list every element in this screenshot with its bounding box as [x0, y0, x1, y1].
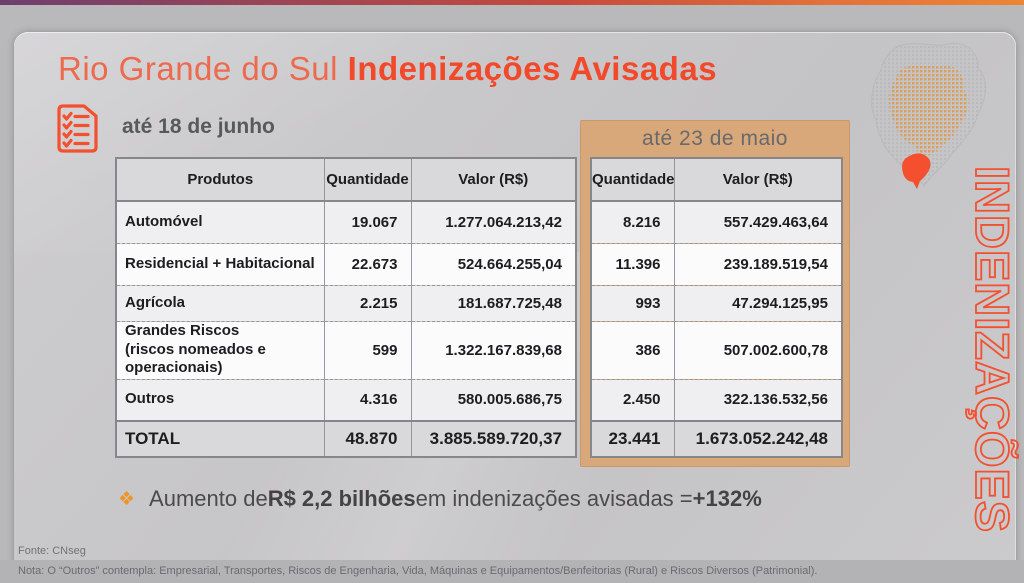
increase-callout: ❖ Aumento de R$ 2,2 bilhões em indenizaçõ… [118, 486, 762, 512]
qtd-cell: 19.067 [323, 200, 412, 244]
produto-cell: Automóvel [115, 200, 325, 244]
total-qtd-cell: 48.870 [323, 420, 412, 458]
side-vertical-label: INDENIZAÇÕES [965, 165, 1020, 534]
valor-cell: 47.294.125,95 [673, 284, 843, 322]
produto-line2: (riscos nomeados e operacionais) [125, 340, 266, 377]
table-row: 11.396 239.189.519,54 [590, 242, 843, 286]
col-valor: Valor (R$) [410, 157, 577, 202]
table-total-row: 23.441 1.673.052.242,48 [590, 420, 843, 458]
top-gradient-bar [0, 0, 1024, 5]
qtd-cell: 8.216 [590, 200, 675, 244]
table-row: 386 507.002.600,78 [590, 320, 843, 380]
diamond-bullet-icon: ❖ [118, 488, 136, 510]
callout-percent: +132% [692, 486, 762, 511]
valor-cell: 507.002.600,78 [673, 320, 843, 380]
checklist-icon-graphic [57, 104, 98, 153]
total-valor-cell: 3.885.589.720,37 [410, 420, 577, 458]
table-row: Automóvel 19.067 1.277.064.213,42 [115, 200, 577, 244]
table-row: Residencial + Habitacional 22.673 524.66… [115, 242, 577, 286]
valor-cell: 524.664.255,04 [410, 242, 577, 286]
table-row: Agrícola 2.215 181.687.725,48 [115, 284, 577, 322]
source-text: Fonte: CNseg [18, 545, 86, 557]
brazil-map-graphic [871, 42, 986, 189]
qtd-cell: 2.215 [323, 284, 412, 322]
produto-cell: Agrícola [115, 284, 325, 322]
highlight-box-maio: até 23 de maio Quantidade Valor (R$) 8.2… [580, 120, 850, 467]
table-total-row: TOTAL 48.870 3.885.589.720,37 [115, 420, 577, 458]
valor-cell: 1.277.064.213,42 [410, 200, 577, 244]
produto-cell: Residencial + Habitacional [115, 242, 325, 286]
table-row: 993 47.294.125,95 [590, 284, 843, 322]
col-valor-maio: Valor (R$) [673, 157, 843, 202]
produto-cell: Outros [115, 378, 325, 422]
table-row: 2.450 322.136.532,56 [590, 378, 843, 422]
valor-cell: 1.322.167.839,68 [410, 320, 577, 380]
footnote-text: Nota: O “Outros” contempla: Empresarial,… [18, 565, 818, 577]
col-quantidade-maio: Quantidade [590, 157, 675, 202]
qtd-cell: 11.396 [590, 242, 675, 286]
table-row: Outros 4.316 580.005.686,75 [115, 378, 577, 422]
qtd-cell: 2.450 [590, 378, 675, 422]
col-quantidade: Quantidade [323, 157, 412, 202]
footer-band: Nota: O “Outros” contempla: Empresarial,… [0, 560, 1024, 583]
table-header-row: Quantidade Valor (R$) [590, 157, 843, 202]
checklist-document-icon [52, 103, 100, 153]
table-header-row: Produtos Quantidade Valor (R$) [115, 157, 577, 202]
table-row: 8.216 557.429.463,64 [590, 200, 843, 244]
qtd-cell: 22.673 [323, 242, 412, 286]
map-country-outline [871, 42, 986, 187]
produto-cell: Grandes Riscos (riscos nomeados e operaci… [115, 320, 325, 380]
col-produtos: Produtos [115, 157, 325, 202]
claims-table-junho: Produtos Quantidade Valor (R$) Automóvel… [115, 157, 577, 458]
period-label-junho: até 18 de junho [122, 115, 275, 138]
callout-prefix: Aumento de [149, 486, 268, 511]
page-title: Rio Grande do Sul Indenizações Avisadas [58, 50, 717, 88]
period-label-maio: até 23 de maio [642, 127, 788, 150]
valor-cell: 580.005.686,75 [410, 378, 577, 422]
total-valor-cell: 1.673.052.242,48 [673, 420, 843, 458]
brazil-map [844, 38, 1002, 206]
qtd-cell: 599 [323, 320, 412, 380]
callout-middle: em indenizações avisadas = [415, 486, 693, 511]
total-label-cell: TOTAL [115, 420, 325, 458]
map-highlight-texture [889, 65, 969, 155]
produto-line1: Grandes Riscos [125, 321, 240, 339]
valor-cell: 239.189.519,54 [673, 242, 843, 286]
claims-table-maio: Quantidade Valor (R$) 8.216 557.429.463,… [590, 157, 843, 458]
qtd-cell: 993 [590, 284, 675, 322]
title-bold: Indenizações Avisadas [338, 50, 718, 87]
qtd-cell: 386 [590, 320, 675, 380]
total-qtd-cell: 23.441 [590, 420, 675, 458]
valor-cell: 322.136.532,56 [673, 378, 843, 422]
title-regular: Rio Grande do Sul [58, 50, 338, 87]
valor-cell: 181.687.725,48 [410, 284, 577, 322]
callout-amount: R$ 2,2 bilhões [267, 486, 416, 511]
map-rio-grande-do-sul-state [902, 153, 931, 189]
qtd-cell: 4.316 [323, 378, 412, 422]
valor-cell: 557.429.463,64 [673, 200, 843, 244]
table-row: Grandes Riscos (riscos nomeados e operaci… [115, 320, 577, 380]
